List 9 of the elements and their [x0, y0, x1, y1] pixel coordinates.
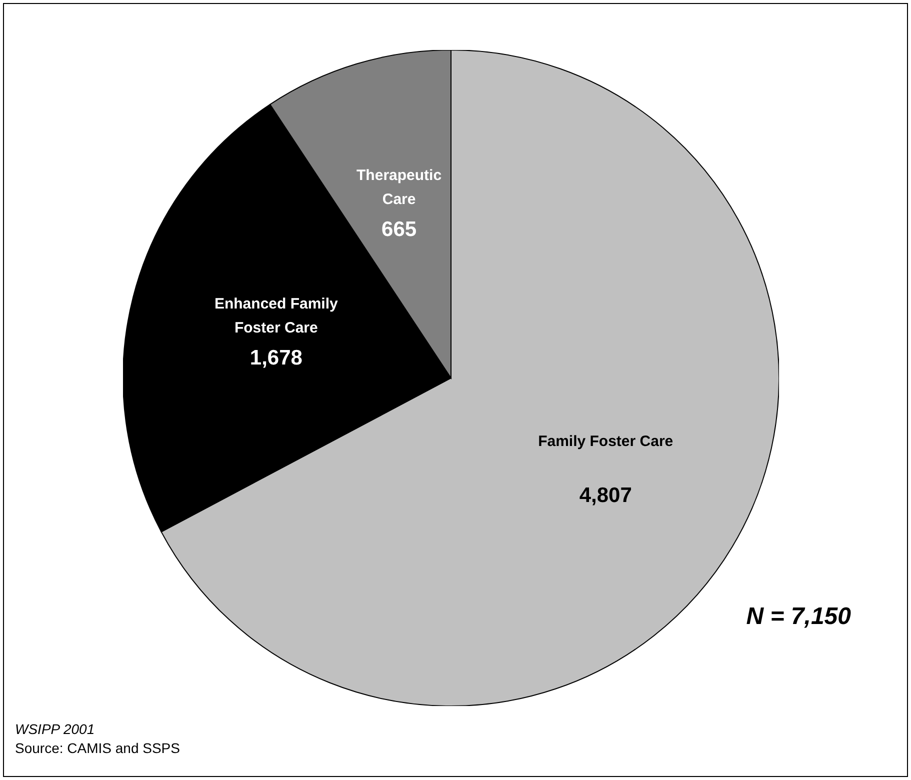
source-note: Source: CAMIS and SSPS [15, 740, 180, 756]
data-label: 4,807 [579, 484, 632, 507]
data-label: 1,678 [250, 346, 303, 370]
slice-label: Therapeutic Care [356, 167, 442, 208]
slice-label: Enhanced Family Foster Care [214, 296, 339, 337]
data-label: 665 [382, 218, 417, 242]
text: WSIPP 2001 [15, 721, 95, 737]
slice-label: Family Foster Care [538, 432, 674, 450]
text: N = 7,150 [746, 603, 851, 631]
